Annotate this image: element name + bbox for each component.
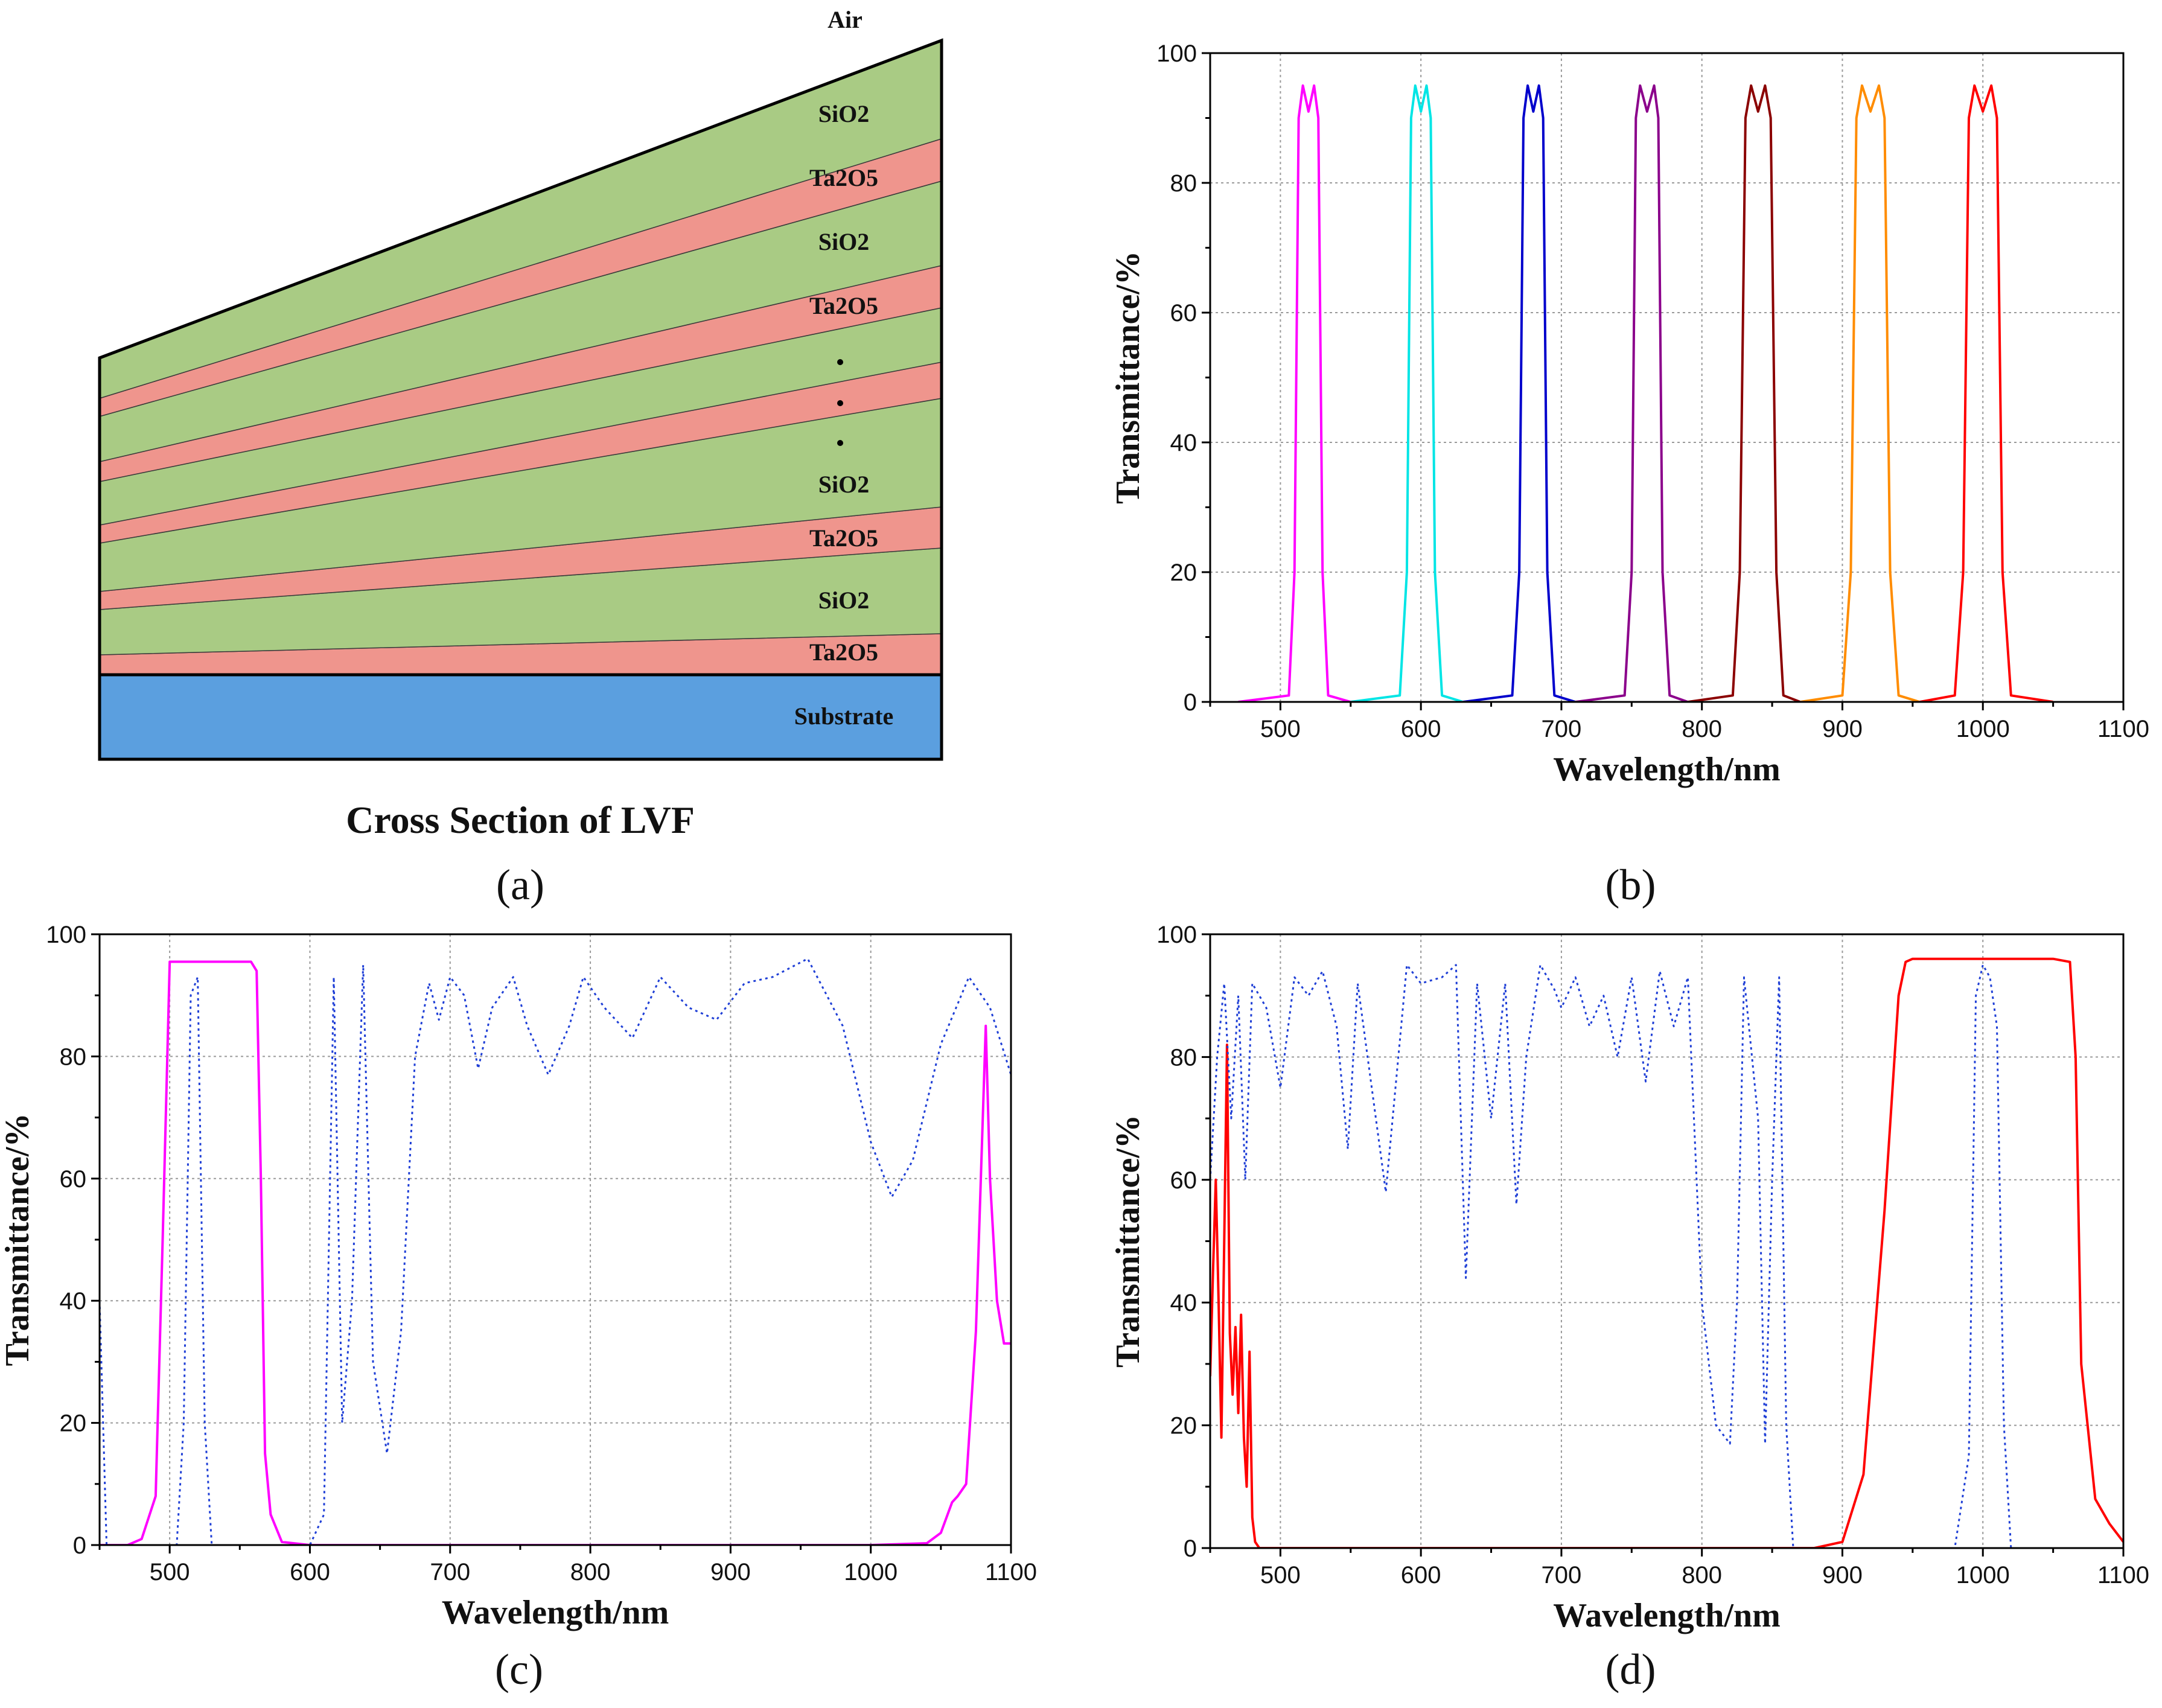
panel-a-cross-section: Air SiO2 Ta2O5 SiO2 Ta2O5 SiO2 Ta2O5 SiO… xyxy=(98,6,943,909)
y-tick-label: 80 xyxy=(60,1044,87,1070)
series-line-840-nm xyxy=(1688,84,1801,702)
series-line-680-nm xyxy=(1462,84,1576,702)
plot-frame xyxy=(98,933,1012,1546)
layer-stack xyxy=(99,39,942,675)
y-axis-title: Transmittance/% xyxy=(0,1114,36,1366)
x-tick-label: 1000 xyxy=(1956,1562,2010,1589)
y-tick-label: 40 xyxy=(60,1288,87,1314)
x-tick-label: 1000 xyxy=(844,1559,898,1585)
x-tick-label: 1000 xyxy=(1956,716,2010,742)
x-axis-title: Wavelength/nm xyxy=(1553,1597,1780,1634)
y-axis-title: Transmittance/% xyxy=(1109,1115,1147,1368)
layer-label-sio2: SiO2 xyxy=(818,100,869,127)
ellipsis-dot xyxy=(837,440,843,446)
x-tick-label: 600 xyxy=(290,1559,330,1585)
chart-panel-c: 500 600 700 800 900 1000 1100 0 20 40 60 80 100 Wavel… xyxy=(0,922,1037,1694)
x-tick-label: 600 xyxy=(1401,1562,1441,1589)
substrate-label: Substrate xyxy=(794,703,893,730)
series-line-920-nm xyxy=(1800,84,1921,702)
x-tick-label: 700 xyxy=(1542,1562,1582,1589)
x-tick-label: 500 xyxy=(1260,716,1301,742)
y-tick-label: 100 xyxy=(1156,922,1197,948)
series-line-passband xyxy=(100,958,1011,1545)
x-tick-label: 900 xyxy=(1822,1562,1863,1589)
y-tick-label: 0 xyxy=(73,1532,86,1559)
x-tick-label: 500 xyxy=(1260,1562,1301,1589)
series-line-520-nm xyxy=(1238,84,1351,702)
plot-frame xyxy=(1209,933,2125,1549)
x-tick-label: 900 xyxy=(710,1559,751,1585)
y-tick-label: 0 xyxy=(1184,689,1197,716)
panel-label-a: (a) xyxy=(496,861,544,909)
y-axis-title: Transmittance/% xyxy=(1109,251,1147,504)
y-tick-label: 100 xyxy=(1156,40,1197,67)
layer-label-sio2: SiO2 xyxy=(818,228,869,255)
panel-label-b: (b) xyxy=(1606,861,1656,909)
x-axis-title: Wavelength/nm xyxy=(442,1594,669,1631)
series-line-passband xyxy=(1210,964,2123,1548)
x-tick-label: 700 xyxy=(1542,716,1582,742)
layer-label-sio2: SiO2 xyxy=(818,587,869,614)
layer-label-sio2: SiO2 xyxy=(818,471,869,498)
y-tick-label: 60 xyxy=(1170,300,1197,327)
ellipsis-dot xyxy=(837,359,843,365)
x-tick-label: 900 xyxy=(1822,716,1863,742)
layer-label-ta2o5: Ta2O5 xyxy=(809,639,878,666)
air-label: Air xyxy=(827,6,863,33)
panel-label-c: (c) xyxy=(495,1645,543,1694)
chart-panel-b: 500 600 700 800 900 1000 1100 0 20 40 60 80 100 Wavel… xyxy=(1109,40,2149,909)
series-line-600-nm xyxy=(1350,84,1464,702)
ellipsis-dot xyxy=(837,400,843,406)
x-tick-label: 1100 xyxy=(985,1559,1037,1585)
y-tick-label: 20 xyxy=(1170,1413,1197,1439)
x-tick-label: 800 xyxy=(1682,1562,1722,1589)
panel-label-d: (d) xyxy=(1606,1645,1656,1694)
x-axis-title: Wavelength/nm xyxy=(1553,751,1780,788)
layer-label-ta2o5: Ta2O5 xyxy=(809,292,878,319)
y-tick-label: 60 xyxy=(60,1166,87,1193)
y-tick-label: 40 xyxy=(1170,430,1197,456)
x-tick-label: 1100 xyxy=(2097,716,2149,742)
x-tick-label: 800 xyxy=(570,1559,611,1585)
y-tick-label: 0 xyxy=(1184,1535,1197,1562)
x-tick-label: 800 xyxy=(1682,716,1722,742)
y-tick-label: 20 xyxy=(60,1410,87,1437)
y-tick-label: 80 xyxy=(1170,170,1197,197)
x-tick-label: 500 xyxy=(150,1559,190,1585)
plot-frame xyxy=(1209,52,2125,703)
cross-section-title: Cross Section of LVF xyxy=(346,798,695,841)
series-line-760-nm xyxy=(1575,84,1689,702)
x-tick-label: 600 xyxy=(1401,716,1441,742)
layer-label-ta2o5: Ta2O5 xyxy=(809,524,878,552)
stack-outline xyxy=(98,38,943,677)
x-tick-label: 1100 xyxy=(2097,1562,2149,1589)
x-tick-label: 700 xyxy=(430,1559,470,1585)
layer-label-ta2o5: Ta2O5 xyxy=(809,164,878,191)
y-tick-label: 40 xyxy=(1170,1290,1197,1316)
y-tick-label: 20 xyxy=(1170,559,1197,586)
y-tick-label: 60 xyxy=(1170,1167,1197,1194)
series-line-1000-nm xyxy=(1919,84,2053,702)
y-tick-label: 100 xyxy=(46,922,86,948)
series-line-blocking-filter xyxy=(1210,957,2123,1548)
series-line-blocking-filter xyxy=(100,960,1011,1545)
chart-panel-d: 500 600 700 800 900 1000 1100 0 20 40 60 80 100 Wavel… xyxy=(1109,922,2149,1694)
y-tick-label: 80 xyxy=(1170,1044,1197,1071)
